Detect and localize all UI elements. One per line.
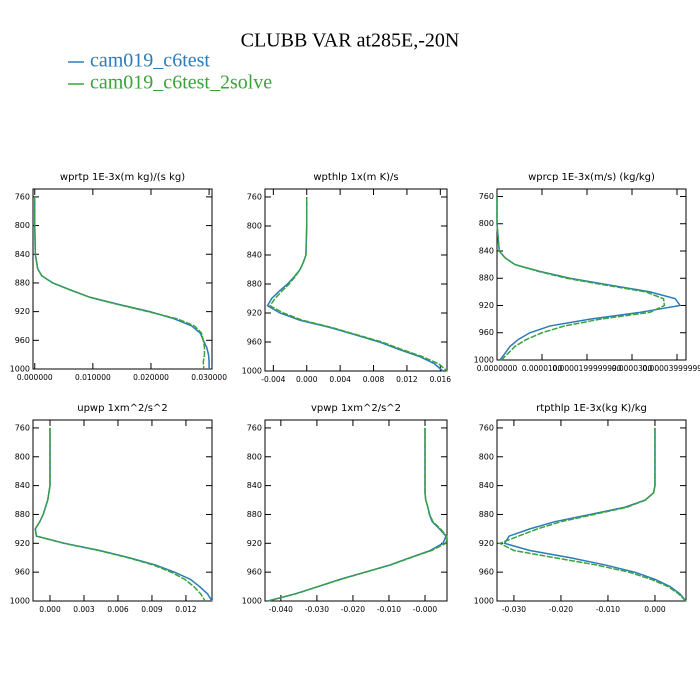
x-tick-label: 0.016 — [430, 375, 452, 384]
x-tick-label: 0.030000 — [191, 373, 227, 382]
y-tick-label: 880 — [479, 510, 494, 519]
y-tick-label: 760 — [247, 192, 262, 201]
y-tick-label: 920 — [247, 539, 262, 548]
y-tick-label: 760 — [247, 423, 262, 432]
y-tick-label: 960 — [247, 568, 262, 577]
y-tick-label: 880 — [247, 279, 262, 288]
x-tick-label: 0.010000 — [75, 373, 111, 382]
y-tick-label: 880 — [15, 510, 30, 519]
y-tick-label: 800 — [479, 452, 494, 461]
y-tick-label: 880 — [247, 510, 262, 519]
y-tick-label: 760 — [15, 192, 30, 201]
y-tick-label: 840 — [15, 481, 30, 490]
y-tick-label: 800 — [479, 219, 494, 228]
panel-frame — [32, 188, 213, 370]
x-tick-label: 0.000 — [296, 375, 318, 384]
x-tick-label: -0.010 — [596, 605, 620, 614]
profile-line — [34, 427, 213, 602]
y-tick-label: 800 — [247, 221, 262, 230]
x-tick-label: 0.0000199999990 — [552, 364, 621, 373]
y-tick-label: 840 — [479, 246, 494, 255]
panel-frame — [496, 419, 687, 602]
y-tick-label: 920 — [479, 539, 494, 548]
y-tick-label: 920 — [15, 307, 30, 316]
x-tick-label: 0.0000399999990 — [642, 364, 700, 373]
y-tick-label: 880 — [15, 278, 30, 287]
y-tick-label: 1000 — [474, 356, 494, 365]
x-tick-label: 0.020000 — [133, 373, 169, 382]
x-tick-label: -0.020 — [549, 605, 573, 614]
y-tick-label: 760 — [479, 423, 494, 432]
x-tick-label: -0.030 — [305, 605, 329, 614]
x-tick-label: -0.040 — [269, 605, 293, 614]
x-tick-label: 0.003 — [73, 605, 95, 614]
y-tick-label: 840 — [247, 250, 262, 259]
x-tick-label: -0.004 — [261, 375, 285, 384]
panel-title: wpthlp 1x(m K)/s — [313, 172, 398, 183]
x-tick-label: 0.000000 — [17, 373, 53, 382]
x-tick-label: -0.000 — [413, 605, 437, 614]
x-tick-label: 0.012 — [396, 375, 418, 384]
panel-title: rtpthlp 1E-3x(kg K)/kg — [536, 403, 647, 414]
y-tick-label: 1000 — [242, 367, 262, 376]
y-tick-label: 920 — [479, 301, 494, 310]
panel-frame — [496, 188, 687, 361]
profile-line — [268, 427, 448, 602]
x-tick-label: 0.000 — [644, 605, 666, 614]
legend-entry: cam019_c6test — [90, 50, 210, 72]
x-tick-label: 0.004 — [329, 375, 351, 384]
y-tick-label: 960 — [479, 328, 494, 337]
profile-line — [34, 427, 206, 602]
profile-line — [268, 196, 448, 372]
x-tick-label: 0.0000100 — [522, 364, 563, 373]
profile-line — [497, 427, 687, 602]
y-tick-label: 1000 — [10, 597, 30, 606]
y-tick-label: 960 — [247, 337, 262, 346]
y-tick-label: 1000 — [10, 365, 30, 374]
y-tick-label: 920 — [247, 308, 262, 317]
y-tick-label: 960 — [15, 568, 30, 577]
y-tick-label: 840 — [479, 481, 494, 490]
profile-line — [496, 196, 666, 361]
panel-title: upwp 1xm^2/s^2 — [77, 403, 167, 414]
x-tick-label: -0.030 — [502, 605, 526, 614]
x-tick-label: 0.009 — [141, 605, 163, 614]
legend-entry: cam019_c6test_2solve — [90, 72, 272, 94]
y-tick-label: 920 — [15, 539, 30, 548]
panel-frame — [264, 188, 448, 372]
panel-title: vpwp 1xm^2/s^2 — [311, 403, 401, 414]
y-tick-label: 1000 — [242, 597, 262, 606]
profile-line — [33, 196, 206, 370]
panel-frame — [264, 419, 448, 602]
y-tick-label: 800 — [247, 452, 262, 461]
profile-line — [33, 196, 210, 369]
x-tick-label: -0.010 — [377, 605, 401, 614]
y-tick-label: 760 — [15, 423, 30, 432]
y-tick-label: 840 — [15, 250, 30, 259]
x-tick-label: 0.000 — [39, 605, 61, 614]
y-tick-label: 800 — [15, 221, 30, 230]
x-tick-label: 0.0000000 — [477, 364, 518, 373]
y-tick-label: 960 — [479, 568, 494, 577]
panel-frame — [32, 419, 213, 602]
x-tick-label: 0.008 — [363, 375, 385, 384]
profile-line — [267, 427, 447, 602]
panel-title: wprtp 1E-3x(m kg)/(s kg) — [60, 172, 185, 183]
y-tick-label: 760 — [479, 192, 494, 201]
y-tick-label: 800 — [15, 452, 30, 461]
x-tick-label: 0.0000300 — [612, 364, 653, 373]
y-tick-label: 960 — [15, 336, 30, 345]
y-tick-label: 880 — [479, 274, 494, 283]
panel-title: wprcp 1E-3x(m/s) (kg/kg) — [528, 172, 655, 183]
y-tick-label: 840 — [247, 481, 262, 490]
x-tick-label: 0.006 — [107, 605, 129, 614]
x-tick-label: -0.020 — [341, 605, 365, 614]
profile-line — [496, 196, 682, 361]
profile-line — [266, 196, 444, 372]
figure-title: CLUBB VAR at285E,-20N — [241, 30, 460, 52]
x-tick-label: 0.012 — [175, 605, 197, 614]
y-tick-label: 1000 — [474, 597, 494, 606]
